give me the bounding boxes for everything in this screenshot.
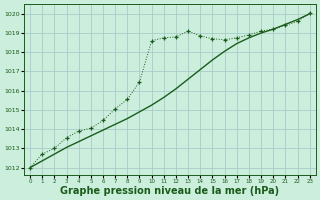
X-axis label: Graphe pression niveau de la mer (hPa): Graphe pression niveau de la mer (hPa) bbox=[60, 186, 279, 196]
